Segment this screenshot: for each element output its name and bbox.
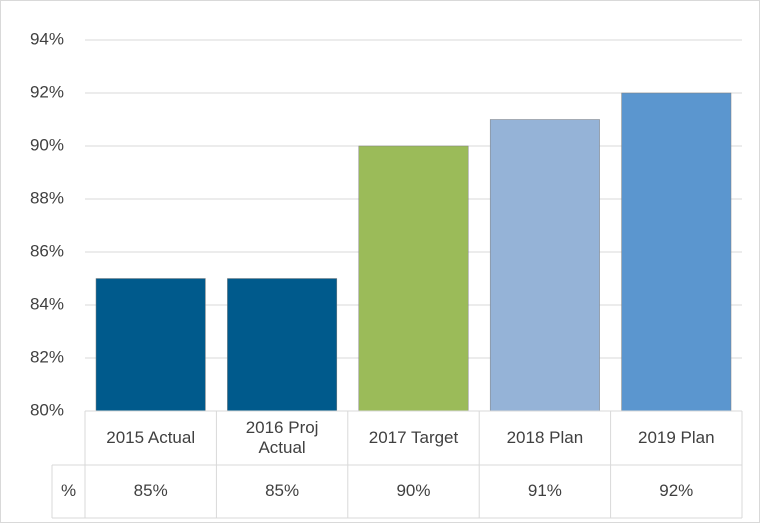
bar <box>489 119 600 412</box>
x-tick-label: 2018 Plan <box>506 427 584 447</box>
y-tick-label: 86% <box>30 241 64 260</box>
y-tick-label: 90% <box>30 135 64 154</box>
y-tick-label: 92% <box>30 82 64 101</box>
x-tick-label-box: 2019 Plan <box>638 427 715 447</box>
x-tick-label-box: 2015 Actual <box>106 427 196 447</box>
y-tick-label: 82% <box>30 347 64 366</box>
table-row-label: % <box>60 481 77 501</box>
x-tick-label: 2019 Plan <box>638 427 715 447</box>
bar <box>95 278 206 412</box>
data-label: 85% <box>133 481 168 501</box>
data-label: 90% <box>396 481 431 501</box>
x-tick-label: 2017 Target <box>368 427 459 447</box>
data-label: 85% <box>265 481 300 501</box>
x-tick-label: 2015 Actual <box>106 427 196 447</box>
data-label: 91% <box>527 481 562 501</box>
x-tick-label-box: 2018 Plan <box>506 427 584 447</box>
data-label-box: 85% <box>133 481 168 501</box>
x-tick-label: 2016 Proj Actual <box>245 417 319 457</box>
y-tick-label: 84% <box>30 294 64 313</box>
data-label-box: 90% <box>396 481 431 501</box>
bar <box>358 145 469 412</box>
bar <box>621 92 732 412</box>
y-tick-label: 94% <box>30 29 64 48</box>
table-row-label-box: % <box>60 481 77 501</box>
data-label: 92% <box>659 481 694 501</box>
y-tick-label: 88% <box>30 188 64 207</box>
y-tick-label: 80% <box>30 400 64 419</box>
bar <box>227 278 338 412</box>
data-label-box: 92% <box>659 481 694 501</box>
x-tick-label-box: 2017 Target <box>368 427 459 447</box>
data-label-box: 91% <box>527 481 562 501</box>
x-tick-label-box: 2016 Proj Actual <box>245 417 319 457</box>
data-label-box: 85% <box>265 481 300 501</box>
